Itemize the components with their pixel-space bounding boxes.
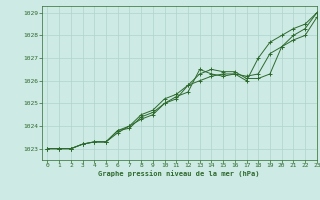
- X-axis label: Graphe pression niveau de la mer (hPa): Graphe pression niveau de la mer (hPa): [99, 170, 260, 177]
